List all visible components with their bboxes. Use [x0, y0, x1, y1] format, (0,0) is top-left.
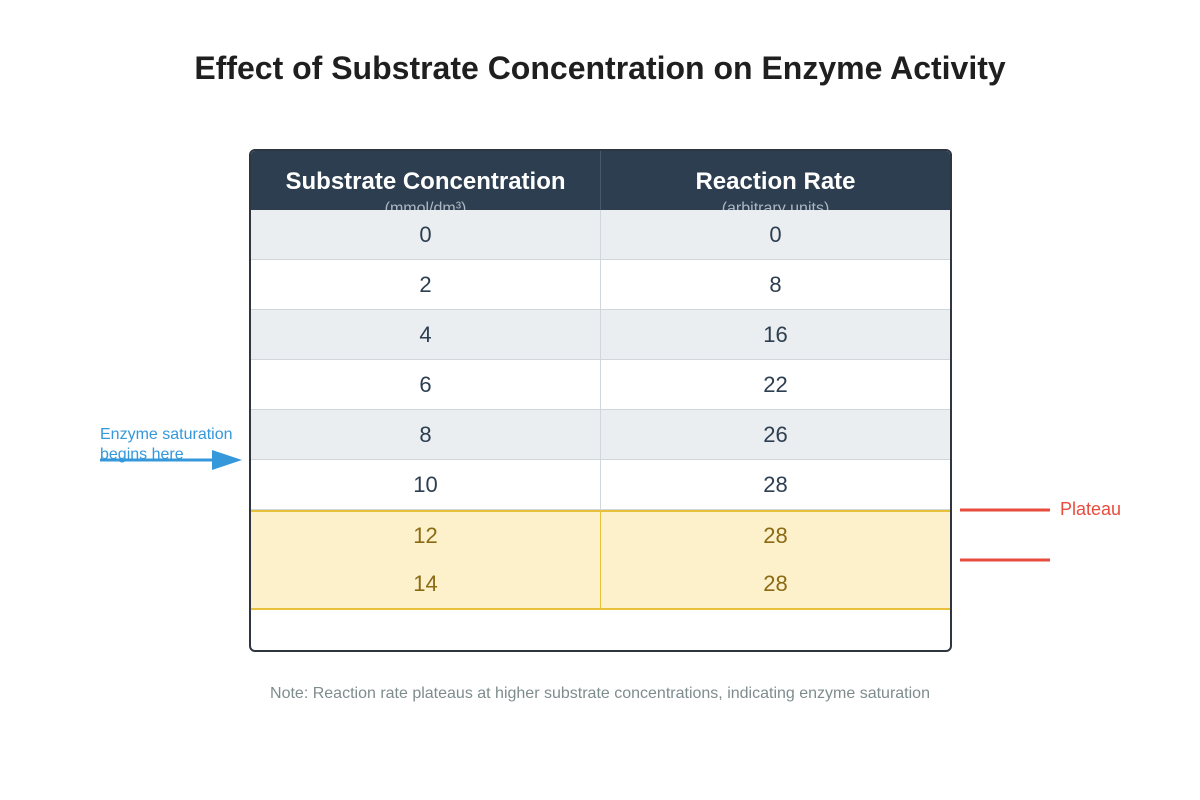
table-row: 14 28: [251, 560, 950, 610]
table-row: 6 22: [251, 360, 950, 410]
cell-substrate: 4: [251, 310, 601, 360]
table-header: Substrate Concentration (mmol/dm³) React…: [251, 151, 950, 210]
header-cell-substrate: Substrate Concentration (mmol/dm³): [251, 151, 601, 210]
cell-substrate: 8: [251, 410, 601, 460]
cell-rate: 22: [601, 360, 950, 410]
cell-substrate: 6: [251, 360, 601, 410]
cell-rate: 0: [601, 210, 950, 260]
cell-substrate: 10: [251, 460, 601, 510]
cell-rate: 28: [601, 512, 950, 562]
cell-substrate: 12: [251, 512, 602, 562]
saturation-arrow-icon: [100, 450, 242, 470]
header-unit-substrate: (mmol/dm³): [384, 200, 467, 210]
data-table: Substrate Concentration (mmol/dm³) React…: [249, 149, 952, 652]
table-row: 12 28: [251, 510, 950, 562]
header-unit-rate: (arbitrary units): [721, 200, 830, 210]
cell-substrate: 2: [251, 260, 601, 310]
table-row: 4 16: [251, 310, 950, 360]
cell-substrate: 14: [251, 560, 602, 610]
cell-rate: 28: [601, 460, 950, 510]
cell-rate: 28: [601, 560, 950, 610]
header-cell-rate: Reaction Rate (arbitrary units): [601, 151, 950, 210]
table-row: 10 28: [251, 460, 950, 510]
cell-rate: 16: [601, 310, 950, 360]
cell-substrate: 0: [251, 210, 601, 260]
table-row: 8 26: [251, 410, 950, 460]
cell-rate: 8: [601, 260, 950, 310]
header-label-rate: Reaction Rate: [695, 168, 856, 195]
cell-rate: 26: [601, 410, 950, 460]
chart-title: Effect of Substrate Concentration on Enz…: [194, 50, 1006, 86]
header-label-substrate: Substrate Concentration: [285, 168, 566, 195]
plateau-label: Plateau: [1060, 499, 1122, 519]
plateau-marker-lines: [960, 508, 1050, 562]
footnote: Note: Reaction rate plateaus at higher s…: [270, 685, 930, 702]
